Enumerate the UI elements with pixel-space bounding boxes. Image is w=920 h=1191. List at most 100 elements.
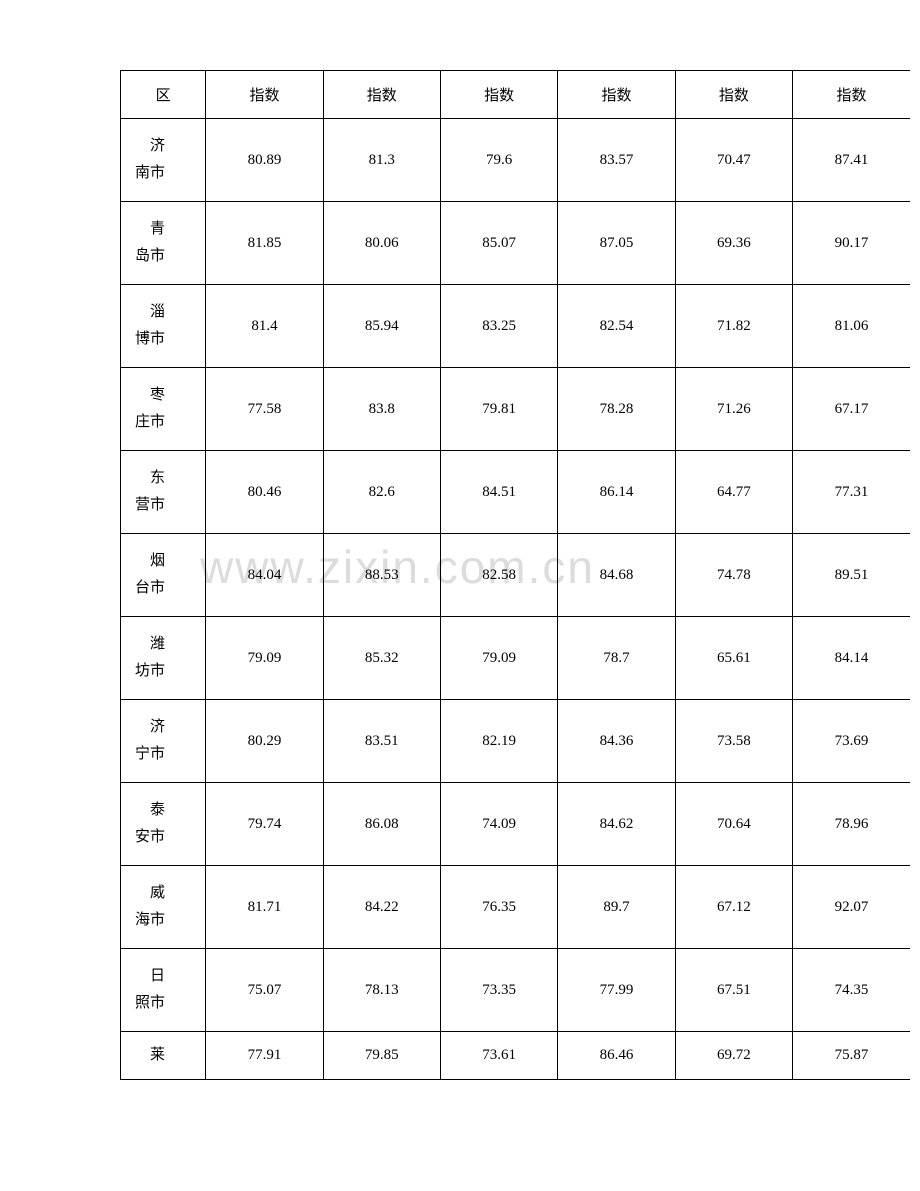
cell-value: 79.6 — [440, 119, 557, 202]
cell-value: 73.58 — [675, 700, 792, 783]
cell-value: 67.17 — [793, 368, 910, 451]
cell-value: 87.41 — [793, 119, 910, 202]
cell-value: 77.91 — [206, 1032, 323, 1080]
cell-value: 81.4 — [206, 285, 323, 368]
table-row: 淄博市 81.4 85.94 83.25 82.54 71.82 81.06 — [121, 285, 911, 368]
cell-value: 81.3 — [323, 119, 440, 202]
table-row: 烟台市 84.04 88.53 82.58 84.68 74.78 89.51 — [121, 534, 911, 617]
table-row: 枣庄市 77.58 83.8 79.81 78.28 71.26 67.17 — [121, 368, 911, 451]
cell-value: 90.17 — [793, 202, 910, 285]
cell-region: 枣庄市 — [121, 368, 206, 451]
cell-value: 78.7 — [558, 617, 675, 700]
cell-value: 86.14 — [558, 451, 675, 534]
cell-value: 76.35 — [440, 866, 557, 949]
data-table: 区 指数 指数 指数 指数 指数 指数 济南市 80.89 81.3 79.6 … — [120, 70, 910, 1080]
header-col1: 指数 — [206, 71, 323, 119]
cell-value: 75.87 — [793, 1032, 910, 1080]
cell-value: 92.07 — [793, 866, 910, 949]
header-region: 区 — [121, 71, 206, 119]
cell-value: 73.69 — [793, 700, 910, 783]
cell-value: 84.68 — [558, 534, 675, 617]
cell-value: 67.51 — [675, 949, 792, 1032]
header-col2: 指数 — [323, 71, 440, 119]
header-col5: 指数 — [675, 71, 792, 119]
cell-region: 莱 — [121, 1032, 206, 1080]
cell-value: 71.26 — [675, 368, 792, 451]
cell-value: 79.09 — [440, 617, 557, 700]
cell-value: 73.35 — [440, 949, 557, 1032]
cell-value: 89.7 — [558, 866, 675, 949]
table-row: 东营市 80.46 82.6 84.51 86.14 64.77 77.31 — [121, 451, 911, 534]
cell-value: 84.51 — [440, 451, 557, 534]
cell-value: 88.53 — [323, 534, 440, 617]
cell-value: 80.29 — [206, 700, 323, 783]
cell-value: 83.8 — [323, 368, 440, 451]
cell-value: 86.08 — [323, 783, 440, 866]
cell-value: 82.58 — [440, 534, 557, 617]
cell-value: 81.71 — [206, 866, 323, 949]
cell-value: 82.6 — [323, 451, 440, 534]
table-row: 潍坊市 79.09 85.32 79.09 78.7 65.61 84.14 — [121, 617, 911, 700]
cell-value: 79.74 — [206, 783, 323, 866]
cell-value: 78.13 — [323, 949, 440, 1032]
table-row: 日照市 75.07 78.13 73.35 77.99 67.51 74.35 — [121, 949, 911, 1032]
cell-value: 74.09 — [440, 783, 557, 866]
cell-value: 81.85 — [206, 202, 323, 285]
cell-value: 82.19 — [440, 700, 557, 783]
header-col4: 指数 — [558, 71, 675, 119]
cell-region: 青岛市 — [121, 202, 206, 285]
cell-value: 73.61 — [440, 1032, 557, 1080]
cell-value: 69.36 — [675, 202, 792, 285]
cell-region: 烟台市 — [121, 534, 206, 617]
table-row: 莱 77.91 79.85 73.61 86.46 69.72 75.87 — [121, 1032, 911, 1080]
table-row: 威海市 81.71 84.22 76.35 89.7 67.12 92.07 — [121, 866, 911, 949]
cell-value: 71.82 — [675, 285, 792, 368]
cell-value: 84.14 — [793, 617, 910, 700]
cell-value: 70.47 — [675, 119, 792, 202]
cell-value: 80.06 — [323, 202, 440, 285]
cell-value: 83.25 — [440, 285, 557, 368]
cell-value: 78.96 — [793, 783, 910, 866]
cell-value: 85.94 — [323, 285, 440, 368]
cell-value: 74.35 — [793, 949, 910, 1032]
table-row: 济南市 80.89 81.3 79.6 83.57 70.47 87.41 — [121, 119, 911, 202]
cell-value: 86.46 — [558, 1032, 675, 1080]
header-col3: 指数 — [440, 71, 557, 119]
header-col6: 指数 — [793, 71, 910, 119]
table-header-row: 区 指数 指数 指数 指数 指数 指数 — [121, 71, 911, 119]
cell-value: 80.46 — [206, 451, 323, 534]
cell-value: 83.51 — [323, 700, 440, 783]
cell-region: 东营市 — [121, 451, 206, 534]
cell-value: 84.62 — [558, 783, 675, 866]
cell-region: 潍坊市 — [121, 617, 206, 700]
cell-value: 84.04 — [206, 534, 323, 617]
cell-value: 70.64 — [675, 783, 792, 866]
cell-value: 85.32 — [323, 617, 440, 700]
cell-value: 74.78 — [675, 534, 792, 617]
table-row: 青岛市 81.85 80.06 85.07 87.05 69.36 90.17 — [121, 202, 911, 285]
cell-value: 67.12 — [675, 866, 792, 949]
table-body: 济南市 80.89 81.3 79.6 83.57 70.47 87.41 青岛… — [121, 119, 911, 1080]
table-row: 泰安市 79.74 86.08 74.09 84.62 70.64 78.96 — [121, 783, 911, 866]
cell-value: 64.77 — [675, 451, 792, 534]
cell-value: 79.85 — [323, 1032, 440, 1080]
table-row: 济宁市 80.29 83.51 82.19 84.36 73.58 73.69 — [121, 700, 911, 783]
cell-value: 81.06 — [793, 285, 910, 368]
cell-value: 85.07 — [440, 202, 557, 285]
cell-value: 77.99 — [558, 949, 675, 1032]
cell-value: 79.09 — [206, 617, 323, 700]
cell-region: 济南市 — [121, 119, 206, 202]
cell-value: 79.81 — [440, 368, 557, 451]
cell-region: 淄博市 — [121, 285, 206, 368]
cell-value: 65.61 — [675, 617, 792, 700]
cell-value: 69.72 — [675, 1032, 792, 1080]
cell-value: 75.07 — [206, 949, 323, 1032]
cell-value: 84.22 — [323, 866, 440, 949]
cell-value: 78.28 — [558, 368, 675, 451]
cell-value: 82.54 — [558, 285, 675, 368]
cell-region: 泰安市 — [121, 783, 206, 866]
cell-value: 83.57 — [558, 119, 675, 202]
cell-region: 济宁市 — [121, 700, 206, 783]
data-table-container: 区 指数 指数 指数 指数 指数 指数 济南市 80.89 81.3 79.6 … — [120, 70, 910, 1080]
cell-region: 日照市 — [121, 949, 206, 1032]
